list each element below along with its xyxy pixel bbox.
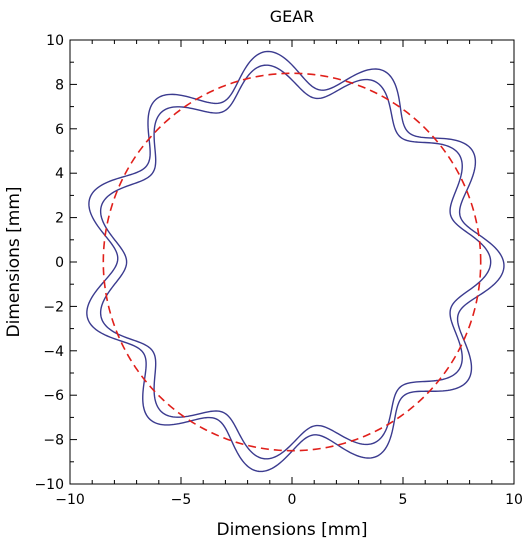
chart-title: GEAR [270,7,315,26]
plot-area [69,39,515,485]
y-tick-label: −2 [43,299,64,315]
y-tick-label: 10 [46,33,64,49]
y-tick-label: 4 [55,166,64,182]
gear-profile-line-1 [86,50,505,473]
y-tick-label: −10 [34,477,64,493]
y-tick-label: −6 [43,388,64,404]
x-axis-label: Dimensions [mm] [216,520,367,540]
y-tick-label: 2 [55,211,64,227]
axis-ticks [69,39,515,485]
y-tick-label: −4 [43,344,64,360]
y-tick-label: −8 [43,433,64,449]
tick-labels: −10 −5 0 5 10 −10 −8 −6 −4 −2 0 2 4 6 8 10 [34,33,522,508]
y-tick-label: 8 [55,77,64,93]
gear-profile-line-0 [99,64,492,460]
x-tick-label: 0 [288,492,297,508]
pitch-circle-line [102,72,482,452]
y-tick-label: 6 [55,122,64,138]
x-tick-label: −5 [171,492,192,508]
x-tick-label: 5 [399,492,408,508]
series-group [86,50,505,473]
plot-frame [69,39,515,485]
x-tick-label: −10 [55,492,85,508]
x-tick-label: 10 [505,492,523,508]
y-axis-label: Dimensions [mm] [4,186,24,337]
y-tick-label: 0 [55,255,64,271]
